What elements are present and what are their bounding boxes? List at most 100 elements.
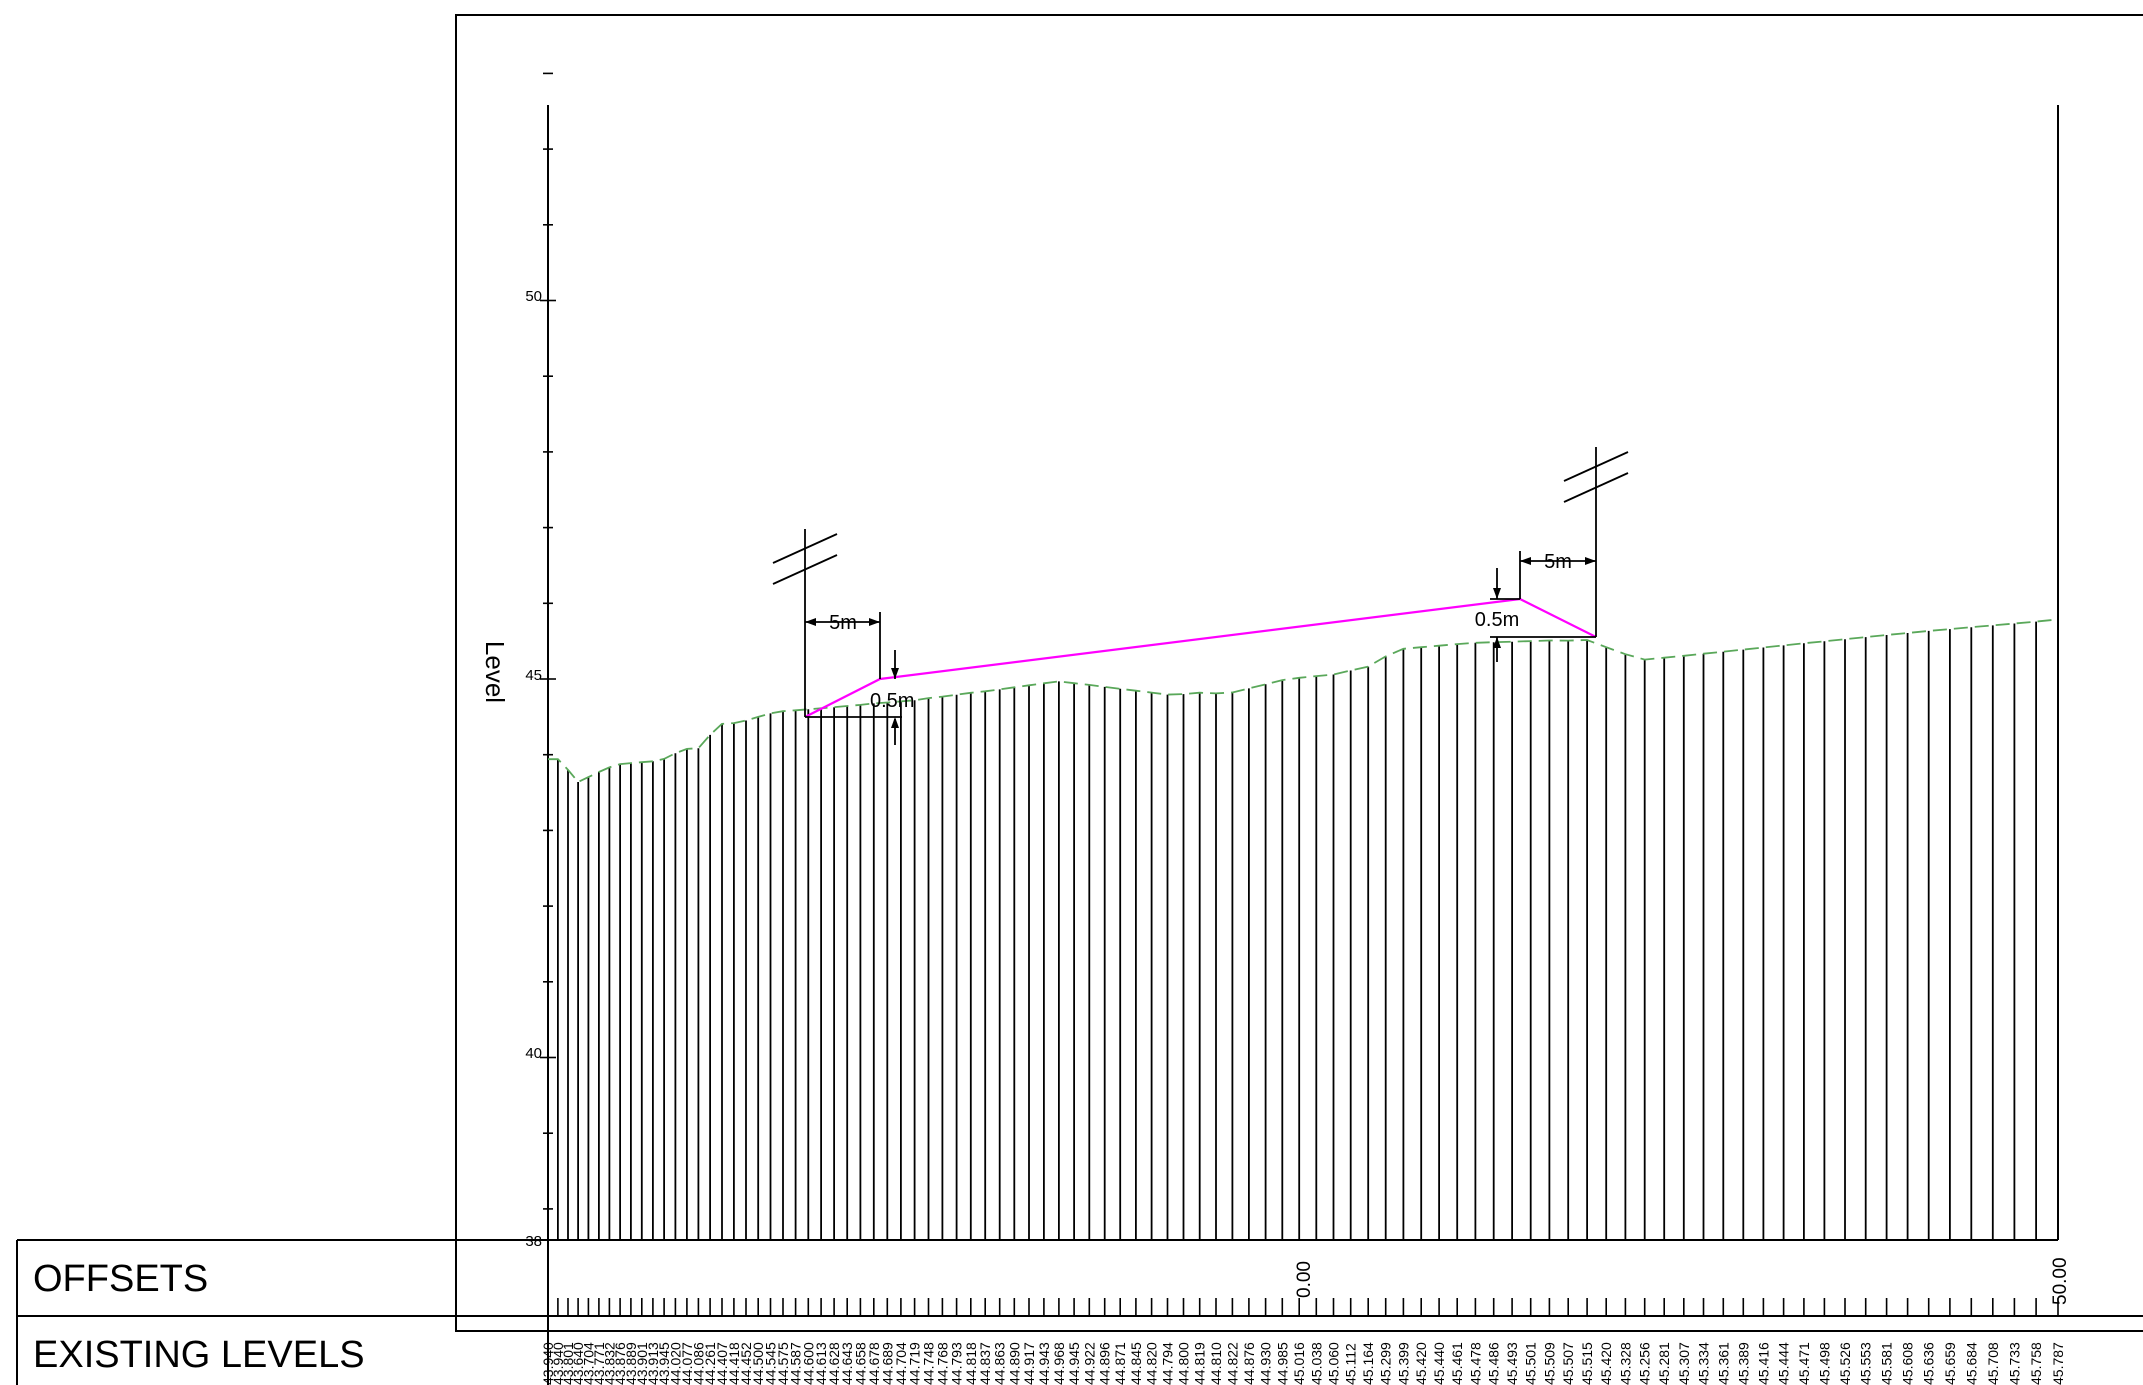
existing-level-label: 45.708 bbox=[1985, 1342, 2001, 1385]
left-arrow-c bbox=[891, 668, 899, 679]
band-ticks bbox=[547, 1298, 2059, 1316]
existing-level-label: 45.787 bbox=[2050, 1342, 2066, 1385]
tick-label-38: 38 bbox=[525, 1233, 542, 1250]
existing-level-label: 44.922 bbox=[1081, 1342, 1097, 1385]
left-arrow-d bbox=[891, 717, 899, 728]
existing-level-label: 44.845 bbox=[1128, 1342, 1144, 1385]
existing-level-label: 44.418 bbox=[726, 1342, 742, 1385]
offset-label-end: 50.00 bbox=[2050, 1257, 2071, 1305]
existing-ground-line bbox=[548, 618, 2059, 784]
existing-level-label: 45.553 bbox=[1858, 1342, 1874, 1385]
existing-level-label: 45.486 bbox=[1486, 1342, 1502, 1385]
tick-label-50: 50 bbox=[525, 288, 542, 305]
existing-level-label: 44.822 bbox=[1224, 1342, 1240, 1385]
existing-level-label: 44.748 bbox=[921, 1342, 937, 1385]
existing-level-label: 45.389 bbox=[1735, 1342, 1751, 1385]
existing-level-label: 45.440 bbox=[1431, 1342, 1447, 1385]
existing-level-label: 45.608 bbox=[1900, 1342, 1916, 1385]
existing-level-label: 45.526 bbox=[1837, 1342, 1853, 1385]
axis-title: Level bbox=[480, 641, 510, 703]
existing-level-label: 45.420 bbox=[1598, 1342, 1614, 1385]
station-lines bbox=[547, 619, 2059, 1240]
existing-level-label: 44.871 bbox=[1112, 1342, 1128, 1385]
existing-level-label: 43.945 bbox=[656, 1342, 672, 1385]
existing-level-label: 44.896 bbox=[1097, 1342, 1113, 1385]
existing-level-label: 45.164 bbox=[1360, 1342, 1376, 1385]
offsets-row-label: OFFSETS bbox=[33, 1258, 208, 1300]
left-depth-label: 0.5m bbox=[870, 690, 914, 712]
existing-level-label: 44.968 bbox=[1051, 1342, 1067, 1385]
right-depth-label: 0.5m bbox=[1475, 609, 1519, 631]
existing-level-label: 44.077 bbox=[679, 1342, 695, 1385]
existing-level-label: 44.820 bbox=[1144, 1342, 1160, 1385]
tick-label-40: 40 bbox=[525, 1045, 542, 1062]
existing-level-label: 43.801 bbox=[560, 1342, 576, 1385]
right-arrow-a bbox=[1520, 557, 1531, 565]
existing-level-label: 44.407 bbox=[714, 1342, 730, 1385]
existing-level-label: 43.940 bbox=[540, 1342, 556, 1385]
existing-level-label: 44.863 bbox=[992, 1342, 1008, 1385]
existing-level-label: 44.917 bbox=[1021, 1342, 1037, 1385]
existing-level-label: 43.832 bbox=[601, 1342, 617, 1385]
existing-level-label: 44.500 bbox=[750, 1342, 766, 1385]
existing-level-label: 44.545 bbox=[763, 1342, 779, 1385]
existing-level-label: 45.493 bbox=[1504, 1342, 1520, 1385]
existing-level-label: 44.810 bbox=[1208, 1342, 1224, 1385]
existing-level-label: 45.399 bbox=[1395, 1342, 1411, 1385]
existing-level-label: 44.587 bbox=[788, 1342, 804, 1385]
existing-level-label: 44.643 bbox=[839, 1342, 855, 1385]
existing-level-label: 45.038 bbox=[1308, 1342, 1324, 1385]
left-break-marker bbox=[772, 529, 902, 745]
existing-level-label: 44.452 bbox=[738, 1342, 754, 1385]
existing-level-label: 43.771 bbox=[591, 1342, 607, 1385]
existing-level-label: 45.501 bbox=[1523, 1342, 1539, 1385]
existing-level-label: 44.819 bbox=[1192, 1342, 1208, 1385]
existing-level-label: 45.733 bbox=[2006, 1342, 2022, 1385]
existing-level-label: 45.361 bbox=[1715, 1342, 1731, 1385]
existing-level-label: 44.985 bbox=[1274, 1342, 1290, 1385]
right-arrow-d bbox=[1493, 637, 1501, 648]
right-arrow-c bbox=[1493, 588, 1501, 599]
existing-level-label: 45.299 bbox=[1378, 1342, 1394, 1385]
existing-level-label: 45.060 bbox=[1326, 1342, 1342, 1385]
existing-level-label: 45.659 bbox=[1942, 1342, 1958, 1385]
existing-level-label: 44.689 bbox=[879, 1342, 895, 1385]
existing-level-label: 43.889 bbox=[623, 1342, 639, 1385]
level-axis: 50 45 40 38 bbox=[525, 72, 2059, 1250]
existing-level-label: 44.930 bbox=[1258, 1342, 1274, 1385]
existing-level-label: 45.461 bbox=[1449, 1342, 1465, 1385]
existing-level-label: 45.112 bbox=[1343, 1343, 1359, 1385]
existing-level-label: 45.016 bbox=[1291, 1342, 1307, 1385]
existing-level-label: 44.575 bbox=[775, 1342, 791, 1385]
existing-level-label: 43.876 bbox=[612, 1342, 628, 1385]
existing-level-label: 43.640 bbox=[570, 1342, 586, 1385]
existing-levels-row-label: EXISTING LEVELS bbox=[33, 1334, 365, 1376]
existing-level-label: 44.793 bbox=[949, 1342, 965, 1385]
existing-level-label: 45.478 bbox=[1467, 1342, 1483, 1385]
right-arrow-b bbox=[1585, 557, 1596, 565]
existing-level-label: 44.945 bbox=[1066, 1342, 1082, 1385]
existing-level-label: 44.768 bbox=[934, 1342, 950, 1385]
existing-level-label: 44.818 bbox=[963, 1342, 979, 1385]
existing-level-label: 44.658 bbox=[852, 1342, 868, 1385]
existing-level-label: 44.086 bbox=[690, 1342, 706, 1385]
existing-level-label: 45.581 bbox=[1879, 1342, 1895, 1385]
existing-level-label: 44.613 bbox=[813, 1342, 829, 1385]
left-width-label: 5m bbox=[829, 612, 857, 634]
existing-level-label: 45.498 bbox=[1816, 1342, 1832, 1385]
existing-level-label: 45.515 bbox=[1579, 1342, 1595, 1385]
existing-level-label: 44.628 bbox=[826, 1342, 842, 1385]
existing-level-label: 44.794 bbox=[1160, 1342, 1176, 1385]
right-width-label: 5m bbox=[1544, 551, 1572, 573]
existing-level-label: 45.509 bbox=[1541, 1342, 1557, 1385]
existing-level-label: 45.444 bbox=[1776, 1342, 1792, 1385]
existing-level-label: 44.943 bbox=[1036, 1342, 1052, 1385]
existing-level-label: 43.901 bbox=[634, 1342, 650, 1385]
tick-label-45: 45 bbox=[525, 667, 542, 684]
existing-level-label: 44.719 bbox=[907, 1342, 923, 1385]
existing-level-label: 44.600 bbox=[800, 1342, 816, 1385]
existing-level-label: 45.636 bbox=[1921, 1342, 1937, 1385]
existing-level-label: 43.913 bbox=[645, 1342, 661, 1385]
existing-level-label: 45.684 bbox=[1963, 1342, 1979, 1385]
